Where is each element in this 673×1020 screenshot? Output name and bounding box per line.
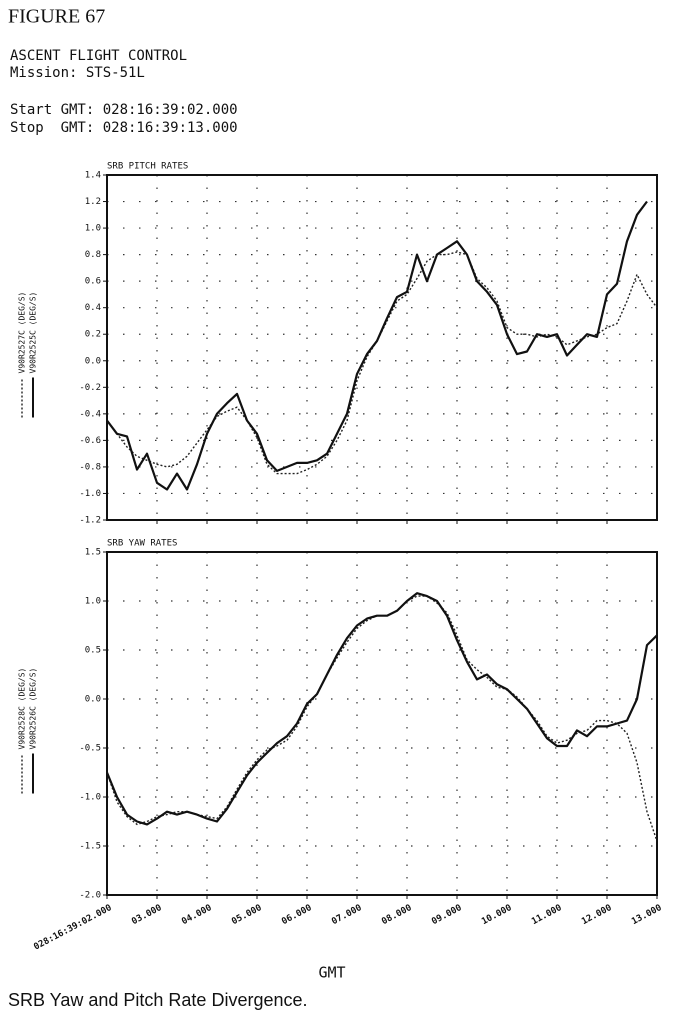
y-tick-label: -0.4 [79, 409, 101, 419]
plot-frame [106, 174, 658, 521]
caption: SRB Yaw and Pitch Rate Divergence. [8, 990, 308, 1010]
y-tick-label: -1.5 [79, 842, 101, 852]
legend-entry: V90R2526C (DEG/S) [29, 668, 38, 794]
start-time: Start GMT: 028:16:39:02.000 [10, 102, 238, 118]
legend-entry: V90R2527C (DEG/S) [18, 292, 27, 418]
y-tick-label: -0.6 [79, 436, 101, 446]
x-tick-label: 09.000 [430, 903, 463, 927]
data-line [106, 595, 658, 842]
y-tick-label: -0.2 [79, 383, 101, 393]
x-tick-label: 06.000 [280, 903, 313, 927]
legend-entry: V90R2525C (DEG/S) [29, 292, 38, 418]
y-tick-label: -1.0 [79, 793, 101, 803]
plot-frame [106, 551, 658, 896]
x-tick-label: 07.000 [330, 903, 363, 927]
x-tick-label: 13.000 [630, 903, 663, 927]
chart-title: SRB PITCH RATES [107, 162, 188, 172]
x-tick-label: 08.000 [380, 903, 413, 927]
y-tick-label: -2.0 [79, 891, 101, 901]
chart-title: SRB YAW RATES [107, 539, 177, 549]
data-line [106, 200, 648, 491]
mission: Mission: STS-51L [10, 65, 145, 81]
x-tick-label: 11.000 [530, 903, 563, 927]
figure-number: FIGURE 67 [8, 6, 105, 28]
y-tick-label: -0.8 [79, 462, 101, 472]
legend-label: V90R2526C (DEG/S) [29, 668, 38, 750]
y-tick-label: 1.4 [85, 171, 101, 181]
y-tick-label: 0.6 [85, 277, 101, 287]
y-tick-label: 1.2 [85, 197, 101, 207]
data-line [106, 251, 658, 475]
data-line [105, 592, 658, 826]
y-tick-label: 1.5 [85, 548, 101, 558]
y-tick-label: -0.5 [79, 744, 101, 754]
legend-label: V90R2525C (DEG/S) [29, 292, 38, 374]
report-title: ASCENT FLIGHT CONTROL [10, 48, 187, 64]
legend-label: V90R2527C (DEG/S) [18, 292, 27, 374]
x-tick-label: 03.000 [130, 903, 163, 927]
y-tick-label: 0.0 [85, 356, 101, 366]
x-tick-label: 028:16:39:02.000 [32, 903, 113, 953]
stop-time: Stop GMT: 028:16:39:13.000 [10, 120, 238, 136]
x-axis-label: GMT [318, 964, 345, 982]
y-tick-label: 1.0 [85, 224, 101, 234]
x-tick-label: 04.000 [180, 903, 213, 927]
legend-entry: V90R2528C (DEG/S) [18, 668, 27, 794]
y-tick-label: -1.0 [79, 489, 101, 499]
legend-label: V90R2528C (DEG/S) [18, 668, 27, 750]
x-tick-label: 10.000 [480, 903, 513, 927]
x-tick-label: 05.000 [230, 903, 263, 927]
y-tick-label: -1.2 [79, 516, 101, 526]
x-tick-label: 12.000 [580, 903, 613, 927]
y-tick-label: 0.8 [85, 250, 101, 260]
y-tick-label: 0.5 [85, 646, 101, 656]
y-tick-label: 0.0 [85, 695, 101, 705]
y-tick-label: 0.4 [85, 303, 101, 313]
y-tick-label: 0.2 [85, 330, 101, 340]
y-tick-label: 1.0 [85, 597, 101, 607]
